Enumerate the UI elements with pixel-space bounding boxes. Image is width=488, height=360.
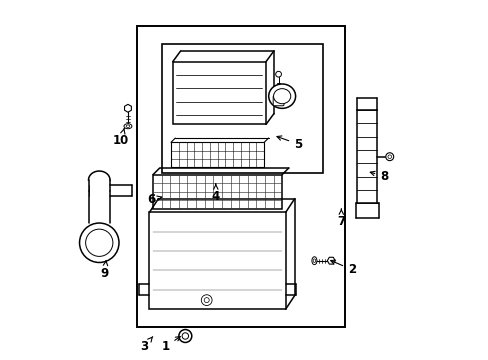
- Text: 6: 6: [147, 193, 162, 206]
- Circle shape: [275, 94, 281, 101]
- Bar: [153, 175, 282, 209]
- Bar: [171, 142, 264, 167]
- Circle shape: [387, 155, 391, 158]
- Circle shape: [179, 329, 191, 342]
- Text: 5: 5: [276, 136, 302, 150]
- Bar: [149, 212, 285, 309]
- Circle shape: [201, 295, 212, 306]
- Bar: [137, 26, 344, 327]
- Ellipse shape: [126, 125, 129, 127]
- Ellipse shape: [311, 257, 316, 265]
- Text: 1: 1: [161, 337, 180, 353]
- Ellipse shape: [124, 124, 132, 129]
- Text: 4: 4: [211, 184, 220, 203]
- Circle shape: [182, 333, 188, 339]
- Bar: [172, 62, 265, 125]
- Circle shape: [85, 229, 113, 256]
- Text: 8: 8: [369, 170, 387, 183]
- Text: 3: 3: [140, 337, 152, 353]
- Circle shape: [385, 153, 393, 161]
- Text: 7: 7: [337, 209, 345, 228]
- Text: 2: 2: [330, 260, 355, 276]
- Ellipse shape: [312, 259, 315, 262]
- Text: 9: 9: [101, 261, 108, 280]
- Circle shape: [275, 71, 281, 77]
- FancyBboxPatch shape: [273, 96, 284, 106]
- Circle shape: [80, 223, 119, 262]
- Bar: [162, 44, 323, 173]
- Circle shape: [204, 298, 209, 303]
- Ellipse shape: [268, 84, 295, 108]
- Ellipse shape: [273, 89, 290, 104]
- Text: 10: 10: [112, 129, 129, 147]
